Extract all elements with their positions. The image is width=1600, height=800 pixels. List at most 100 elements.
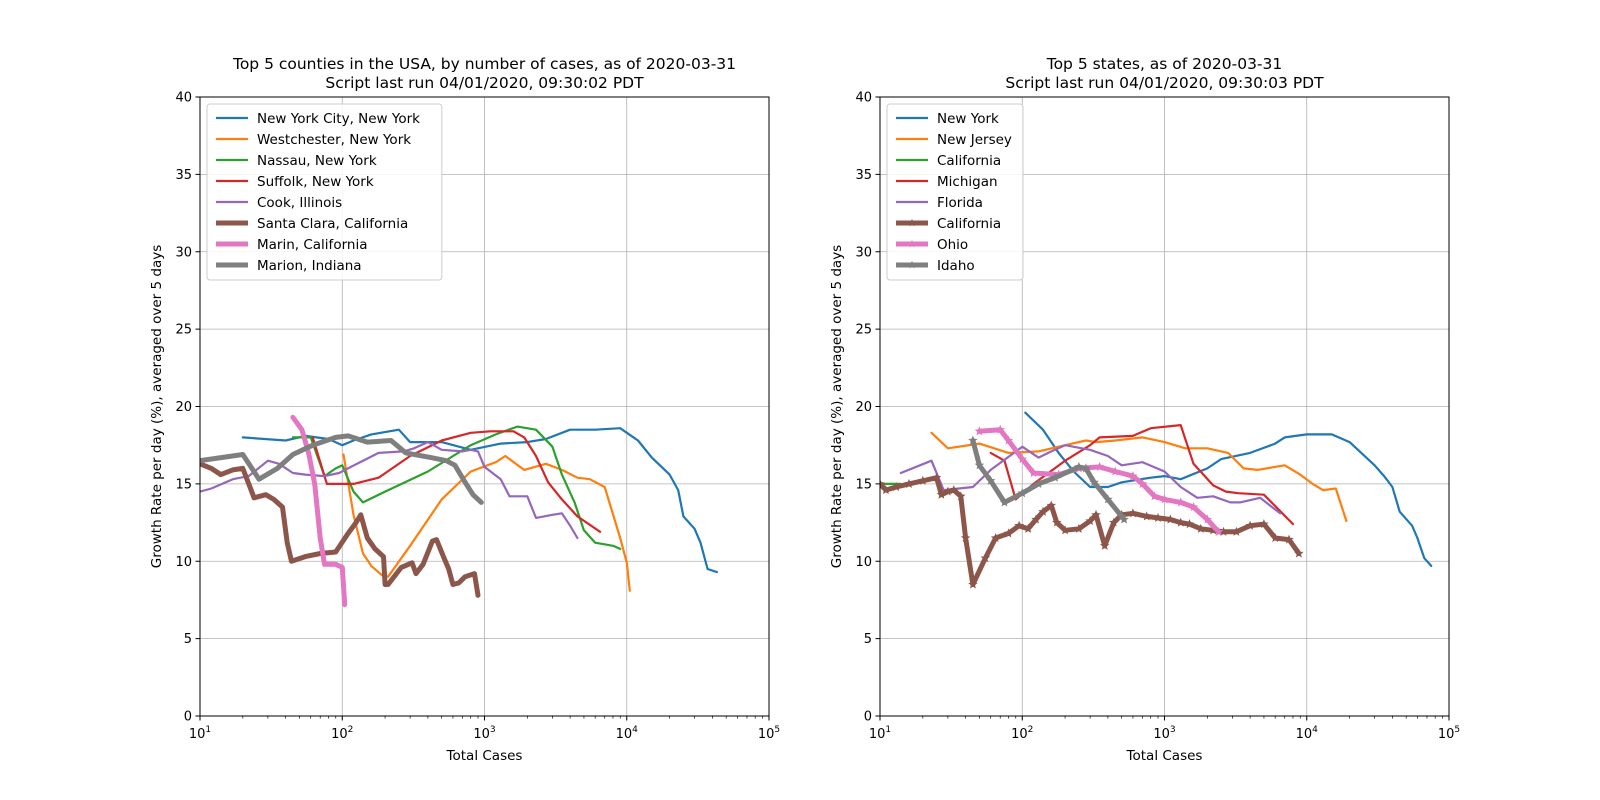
x-tick-label: 103 <box>473 725 495 742</box>
chart-subtitle: Script last run 04/01/2020, 09:30:03 PDT <box>1005 74 1324 92</box>
data-point-marker <box>1284 534 1294 544</box>
data-point-marker <box>1149 491 1160 501</box>
data-point-marker <box>1031 514 1041 524</box>
series-line <box>241 427 719 574</box>
legend-label: Marin, California <box>257 237 367 253</box>
data-point-marker <box>1159 494 1170 504</box>
data-point-marker <box>1141 511 1152 521</box>
data-point-marker <box>999 497 1010 507</box>
legend: New York City, New York Westchester, New … <box>206 103 443 281</box>
data-point-marker <box>1184 519 1195 529</box>
y-tick-label: 25 <box>175 323 192 338</box>
series-line <box>291 425 622 551</box>
y-tick-label: 40 <box>175 91 192 106</box>
data-point-marker <box>1081 463 1091 473</box>
x-tick-label: 101 <box>869 725 891 742</box>
data-point-marker <box>1085 515 1095 526</box>
y-tick-label: 5 <box>184 632 192 647</box>
y-tick-label: 0 <box>184 710 192 725</box>
chart-panel-1: 101 102 103 104 105 0 5 10 15 20 25 30 35 40 Top 5 cou… <box>149 55 780 764</box>
data-point-marker <box>1033 478 1044 488</box>
data-point-marker <box>1089 477 1099 487</box>
y-tick-label: 20 <box>855 400 872 415</box>
legend-label: Westchester, New York <box>257 132 411 148</box>
series-line <box>342 453 631 592</box>
legend-label: Santa Clara, California <box>257 216 408 232</box>
data-point-marker <box>1038 506 1048 516</box>
legend-marker <box>908 239 916 248</box>
series-group <box>200 414 719 608</box>
data-point-marker <box>968 579 978 589</box>
legend-label: New Jersey <box>937 132 1012 148</box>
y-tick-label: 25 <box>855 323 872 338</box>
x-tick-label: 105 <box>1438 725 1460 742</box>
data-point-marker <box>1128 471 1138 481</box>
y-tick-label: 0 <box>864 710 872 725</box>
y-tick-label: 35 <box>175 168 192 183</box>
y-tick-label: 15 <box>855 477 872 492</box>
data-point-marker <box>1175 497 1186 507</box>
series-line <box>899 444 1282 515</box>
legend-label: Idaho <box>937 258 975 274</box>
legend-label: Michigan <box>937 174 998 190</box>
data-point-marker <box>1017 488 1027 498</box>
data-point-marker <box>974 426 985 436</box>
data-point-marker <box>1119 514 1129 524</box>
y-tick-label: 10 <box>855 555 872 570</box>
data-point-marker <box>1103 494 1113 504</box>
y-axis-label: Growth Rate per day (%), averaged over 5… <box>149 245 165 568</box>
chart-subtitle: Script last run 04/01/2020, 09:30:02 PDT <box>325 74 644 92</box>
data-point-marker <box>1074 461 1084 471</box>
legend-label: Suffolk, New York <box>257 174 374 190</box>
data-point-marker <box>936 489 947 499</box>
data-point-marker <box>1165 514 1176 524</box>
y-tick-label: 15 <box>175 477 192 492</box>
legend-label: California <box>937 216 1001 232</box>
x-tick-label: 103 <box>1153 725 1175 742</box>
x-tick-label: 105 <box>758 725 780 742</box>
data-point-marker <box>1003 435 1014 445</box>
y-tick-label: 30 <box>175 245 192 260</box>
data-point-marker <box>1231 526 1242 536</box>
data-point-marker <box>1003 528 1014 538</box>
legend-label: New York <box>937 111 999 127</box>
x-tick-label: 101 <box>189 725 211 742</box>
data-point-marker <box>1028 467 1039 478</box>
legend-label: Florida <box>937 195 983 211</box>
series-line <box>311 430 602 533</box>
data-point-marker <box>960 532 971 543</box>
data-point-marker <box>1128 508 1138 518</box>
y-tick-label: 40 <box>855 91 872 106</box>
data-point-marker <box>881 485 891 495</box>
data-point-marker <box>1050 472 1060 482</box>
data-point-marker <box>980 553 991 563</box>
data-point-marker <box>1259 519 1269 529</box>
legend-label: New York City, New York <box>257 111 420 127</box>
data-point-marker <box>1023 523 1033 533</box>
y-tick-label: 30 <box>855 245 872 260</box>
series-line <box>1024 411 1433 568</box>
data-point-marker <box>1051 517 1062 527</box>
data-point-marker <box>949 485 959 495</box>
data-point-marker <box>904 478 914 488</box>
legend-label: California <box>937 153 1001 169</box>
data-point-marker <box>1294 548 1304 558</box>
y-tick-label: 35 <box>855 168 872 183</box>
data-point-marker <box>917 475 928 485</box>
x-axis-label: Total Cases <box>446 748 523 764</box>
legend-label: Ohio <box>937 237 968 253</box>
data-point-marker <box>1014 520 1024 530</box>
data-point-marker <box>1091 509 1101 519</box>
y-tick-label: 10 <box>175 555 192 570</box>
series-group <box>880 411 1433 589</box>
data-point-marker <box>1195 523 1206 533</box>
data-point-marker <box>1153 512 1163 522</box>
data-point-marker <box>880 478 885 488</box>
series-line <box>200 433 484 505</box>
data-point-marker <box>1213 526 1224 536</box>
data-point-marker <box>995 424 1006 434</box>
x-tick-label: 102 <box>331 725 353 742</box>
data-point-marker <box>1270 532 1281 543</box>
x-tick-label: 102 <box>1011 725 1033 742</box>
